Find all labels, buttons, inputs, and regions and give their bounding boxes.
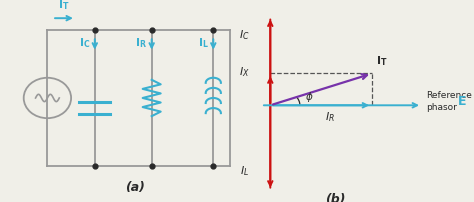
Text: Reference: Reference [426, 90, 472, 100]
Text: $\mathbf{I_L}$: $\mathbf{I_L}$ [198, 37, 209, 50]
Text: $\mathbf{E}$: $\mathbf{E}$ [457, 95, 467, 108]
Text: phasor: phasor [426, 103, 456, 112]
Text: $\mathbf{I_T}$: $\mathbf{I_T}$ [58, 0, 70, 12]
Text: $I_X$: $I_X$ [239, 65, 250, 79]
Text: $I_L$: $I_L$ [240, 164, 249, 178]
Text: $\phi$: $\phi$ [305, 90, 313, 104]
Text: $I_C$: $I_C$ [239, 28, 250, 42]
Text: $I_R$: $I_R$ [325, 110, 335, 124]
Text: $\mathbf{I_C}$: $\mathbf{I_C}$ [79, 37, 90, 50]
Text: (a): (a) [125, 181, 145, 194]
Text: $\mathbf{I_R}$: $\mathbf{I_R}$ [135, 37, 147, 50]
Text: $\mathbf{I_T}$: $\mathbf{I_T}$ [376, 54, 387, 68]
Text: (b): (b) [325, 194, 345, 202]
